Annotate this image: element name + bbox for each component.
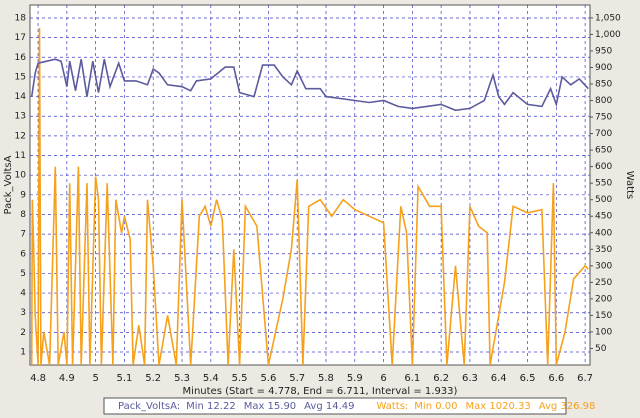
legend-stat: Max 15.90 [244,401,296,412]
y2-tick-label: 50 [595,344,607,354]
y2-tick-label: 450 [595,212,612,222]
y-tick-label: 11 [15,151,26,161]
x-tick-label: 6 [380,373,386,384]
x-tick-label: 5.9 [347,373,363,384]
y-tick-label: 16 [15,53,27,63]
x-tick-label: 5.5 [232,373,248,384]
y2-tick-label: 1,000 [595,30,621,40]
y2-tick-label: 200 [595,294,612,304]
legend [103,397,567,415]
y-tick-label: 18 [15,13,27,23]
x-tick-label: 5.2 [145,373,161,384]
y-tick-label: 10 [15,171,27,181]
y2-tick-label: 850 [595,80,612,90]
legend-stat: Min 12.22 [186,401,236,412]
x-tick-label: 6.2 [433,373,449,384]
y2-tick-label: 500 [595,195,612,205]
y-tick-label: 9 [20,190,26,200]
x-tick-label: 6.3 [462,373,478,384]
y2-tick-label: 400 [595,228,612,238]
y2-tick-label: 550 [595,179,612,189]
legend-label: Pack_VoltsA: [118,401,180,412]
y2-tick-label: 300 [595,261,612,271]
y-tick-label: 7 [20,230,26,240]
y-tick-label: 5 [20,269,26,279]
y2-tick-label: 700 [595,129,612,139]
y2-tick-label: 650 [595,146,612,156]
x-tick-label: 5.1 [116,373,132,384]
y2-tick-label: 1,050 [595,13,621,23]
y-tick-label: 12 [15,131,26,141]
y-tick-label: 14 [15,92,27,102]
legend-stat: Avg 14.49 [304,401,354,412]
y-tick-label: 1 [20,348,26,358]
plot-area [29,4,591,366]
y-tick-label: 13 [15,112,26,122]
x-tick-label: 5.7 [289,373,305,384]
y2-tick-label: 100 [595,327,612,337]
x-tick-label: 6.7 [577,373,593,384]
y-tick-label: 8 [20,210,26,220]
x-tick-label: 5.3 [174,373,190,384]
y-tick-label: 17 [15,33,26,43]
y2-tick-label: 250 [595,278,612,288]
x-tick-label: 4.8 [30,373,46,384]
y2-tick-label: 350 [595,245,612,255]
y2-tick-label: 600 [595,162,612,172]
series-line [30,27,589,365]
y2-tick-label: 150 [595,311,612,321]
y-tick-label: 3 [20,308,26,318]
y2-tick-label: 900 [595,63,612,73]
x-tick-label: 4.9 [59,373,75,384]
x-tick-label: 6.6 [548,373,564,384]
legend-stat: Min 0.00 [414,401,457,412]
x-tick-label: 6.1 [404,373,420,384]
x-tick-label: 5.4 [203,373,219,384]
y-axis-label: Pack_VoltsA [3,155,14,214]
y2-tick-label: 750 [595,113,612,123]
x-tick-label: 6.4 [491,373,507,384]
y2-axis-label: Watts [624,171,635,199]
x-axis-label: Minutes (Start = 4.778, End = 6.711, Int… [183,386,458,397]
legend-stat: Max 1020.33 [466,401,531,412]
y2-tick-label: 950 [595,46,612,56]
x-tick-label: 5.8 [318,373,334,384]
y2-tick-label: 800 [595,96,612,106]
x-tick-label: 5.6 [260,373,276,384]
series-line [30,58,589,112]
y-tick-label: 2 [20,328,26,338]
x-tick-label: 6.5 [520,373,536,384]
y-tick-label: 15 [15,72,26,82]
legend-label: Watts: [377,401,409,412]
y-tick-label: 6 [20,249,26,259]
y-tick-label: 4 [20,289,26,299]
legend-stat: Avg 326.98 [539,401,596,412]
x-tick-label: 5 [92,373,98,384]
